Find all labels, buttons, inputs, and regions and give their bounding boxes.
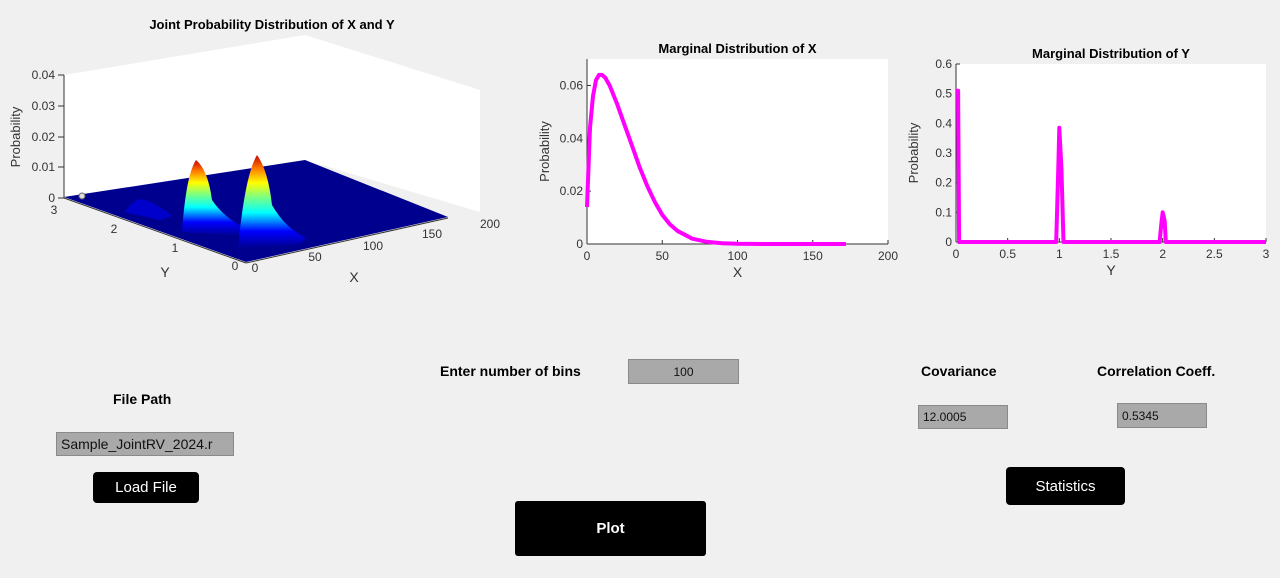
marginal-x-chart: 0 50 100 150 200 0 0.02 0.04 0.06 Marginal Distri…	[537, 41, 898, 280]
joint-z-label: Probability	[8, 106, 23, 167]
correlation-field[interactable]: 0.5345	[1117, 403, 1207, 428]
correlation-label: Correlation Coeff.	[1097, 363, 1216, 379]
marginal-x-y-tick-label: 0.04	[560, 131, 584, 145]
marginal-y-y-tick-label: 0.5	[935, 87, 952, 101]
marginal-y-x-tick-label: 1.5	[1103, 247, 1120, 261]
joint-x-label: X	[349, 269, 359, 285]
load-file-button[interactable]: Load File	[93, 472, 199, 503]
marginal-x-x-tick-label: 0	[584, 249, 591, 263]
marginal-y-x-label: Y	[1106, 262, 1116, 278]
marginal-x-series-line	[585, 72, 846, 246]
marginal-y-y-label: Probability	[906, 122, 921, 183]
file-path-label: File Path	[113, 391, 172, 407]
marginal-x-y-label: Probability	[537, 121, 552, 182]
surface-back-walls	[64, 35, 480, 212]
marginal-x-x-tick-label: 100	[727, 249, 747, 263]
marginal-x-title: Marginal Distribution of X	[658, 41, 816, 56]
marginal-y-x-tick-label: 2.5	[1206, 247, 1223, 261]
marginal-x-plot-area	[587, 59, 888, 244]
marginal-y-x-tick-label: 1	[1056, 247, 1063, 261]
x-tick: 50	[308, 250, 322, 264]
marginal-y-x-tick-label: 2	[1159, 247, 1166, 261]
marginal-y-x-tick-label: 3	[1263, 247, 1270, 261]
surface-peak-y2	[125, 199, 172, 220]
x-tick: 100	[363, 239, 383, 253]
z-tick: 0	[48, 191, 55, 205]
marginal-y-y-tick-label: 0.6	[935, 57, 952, 71]
plot-button[interactable]: Plot	[515, 501, 706, 556]
statistics-button[interactable]: Statistics	[1006, 467, 1125, 505]
surface-peak-y0	[238, 155, 306, 248]
marginal-y-y-tick-label: 0.4	[935, 116, 952, 130]
marginal-x-x-tick-label: 150	[803, 249, 823, 263]
z-tick: 0.04	[32, 68, 56, 82]
marginal-y-plot-area	[956, 64, 1266, 242]
marginal-x-x-label: X	[733, 264, 743, 280]
joint-distribution-chart: 0.04 0.03 0.02 0.01 0 3 2 1 0 0 50 100 1…	[8, 17, 500, 285]
y-axis-line	[63, 197, 247, 264]
z-tick: 0.03	[32, 99, 56, 113]
file-path-input[interactable]: Sample_JointRV_2024.r	[56, 432, 234, 456]
marginal-x-y-tick-label: 0	[576, 237, 583, 251]
marginal-y-y-tick-label: 0	[945, 235, 952, 249]
marginal-x-x-tick-label: 50	[656, 249, 670, 263]
covariance-field[interactable]: 12.0005	[918, 405, 1008, 429]
marginal-y-y-tick-label: 0.1	[935, 205, 952, 219]
covariance-label: Covariance	[921, 363, 997, 379]
marginal-x-x-tick-label: 200	[878, 249, 898, 263]
x-axis-line	[245, 217, 449, 264]
x-tick: 150	[422, 227, 442, 241]
y-tick: 1	[172, 241, 179, 255]
marginal-y-chart: 0 0.5 1 1.5 2 2.5 3 0 0.1 0.2 0.3 0.4 0.5 0.6 Marginal…	[906, 46, 1270, 278]
z-tick: 0.01	[32, 160, 56, 174]
marginal-y-x-tick-label: 0.5	[999, 247, 1016, 261]
y-tick: 3	[51, 203, 58, 217]
bins-input[interactable]: 100	[628, 359, 739, 384]
joint-chart-title: Joint Probability Distribution of X and …	[149, 17, 395, 32]
x-tick: 200	[480, 217, 500, 231]
marginal-y-title: Marginal Distribution of Y	[1032, 46, 1190, 61]
y-tick: 0	[232, 259, 239, 273]
y-tick: 2	[111, 222, 118, 236]
x-tick: 0	[252, 261, 259, 275]
marginal-y-series-line	[956, 88, 1266, 244]
marginal-x-y-tick-label: 0.02	[560, 184, 584, 198]
data-tip-marker[interactable]	[78, 192, 86, 200]
marginal-y-y-tick-label: 0.3	[935, 146, 952, 160]
bins-label: Enter number of bins	[440, 363, 581, 379]
z-tick: 0.02	[32, 130, 56, 144]
surface-peak-y1	[182, 160, 248, 236]
marginal-y-y-tick-label: 0.2	[935, 176, 952, 190]
marginal-x-y-tick-label: 0.06	[560, 78, 584, 92]
marginal-y-x-tick-label: 0	[953, 247, 960, 261]
joint-y-label: Y	[160, 264, 170, 280]
